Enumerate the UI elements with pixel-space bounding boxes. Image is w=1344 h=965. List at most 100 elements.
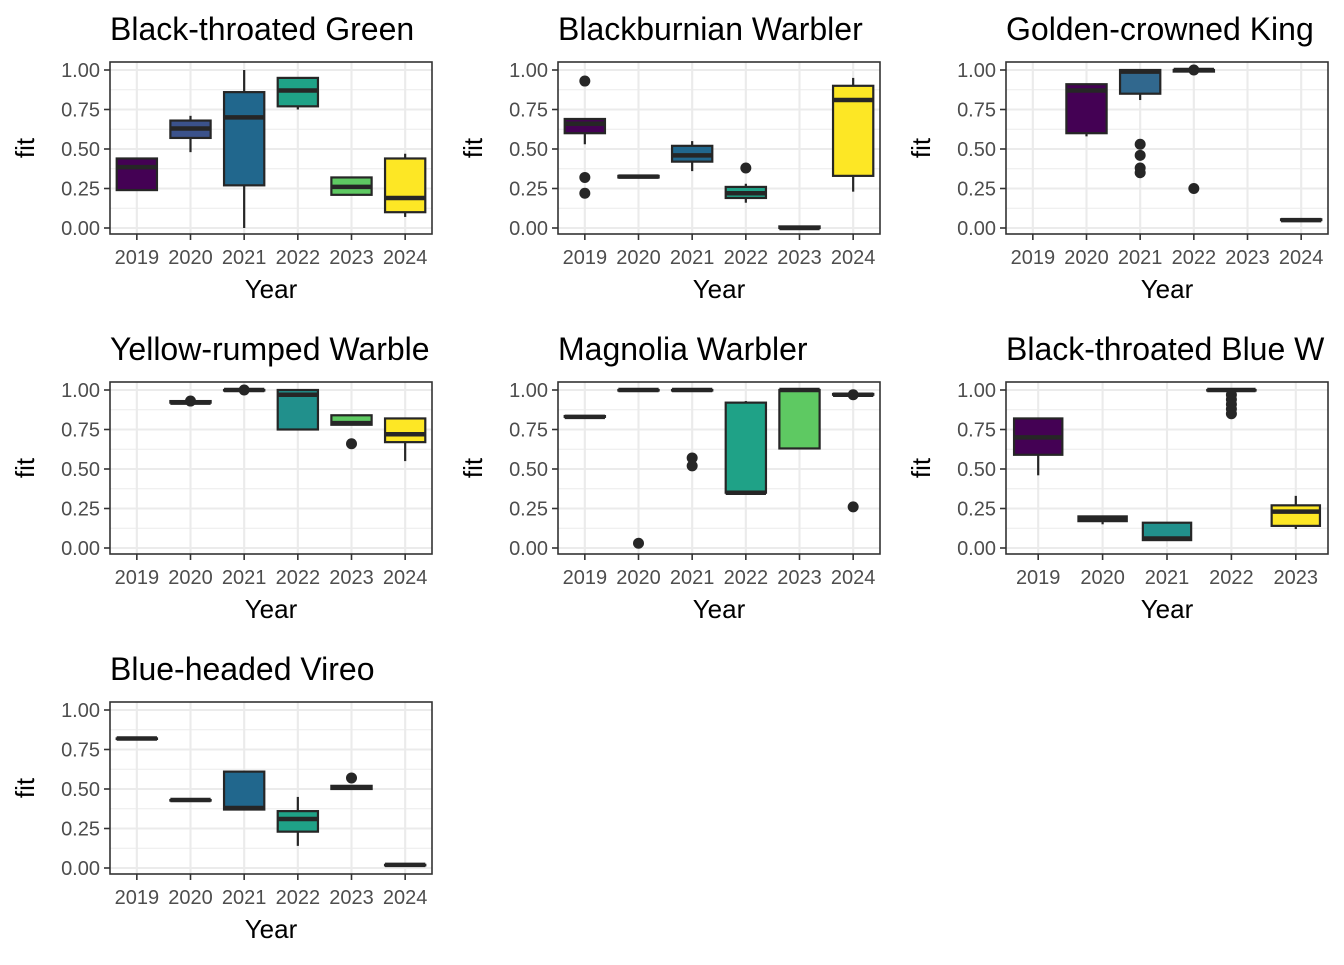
y-tick-label: 0.50	[509, 459, 548, 481]
box-2019	[115, 736, 159, 741]
y-tick-label: 0.50	[61, 779, 100, 801]
y-axis-title: fit	[10, 137, 40, 158]
x-tick-label: 2023	[329, 887, 374, 909]
y-tick-label: 0.75	[509, 100, 548, 122]
y-tick-label: 1.00	[61, 380, 100, 402]
box-2021	[1141, 521, 1193, 542]
y-tick-label: 0.00	[509, 218, 548, 240]
facet-panel-1: Blackburnian Warbler 0.00 0.25 0.50 0.75 1.00…	[458, 11, 881, 304]
box-2022	[1172, 64, 1216, 194]
box-2022	[276, 388, 320, 431]
y-tick-label: 0.00	[61, 538, 100, 560]
panel-border	[109, 381, 433, 555]
x-tick-label: 2021	[222, 887, 267, 909]
box-2023	[1270, 495, 1322, 530]
x-tick-label: 2019	[115, 567, 160, 589]
x-tick-label: 2020	[168, 247, 213, 269]
x-tick-label: 2019	[115, 887, 160, 909]
y-tick-label: 0.00	[61, 218, 100, 240]
x-tick-label: 2020	[168, 887, 213, 909]
facet-title: Magnolia Warbler	[558, 331, 808, 367]
y-tick-label: 0.50	[61, 459, 100, 481]
x-tick-label: 2020	[1080, 567, 1125, 589]
y-tick-label: 0.25	[957, 499, 996, 521]
x-tick-label: 2020	[616, 567, 661, 589]
x-tick-label: 2021	[1118, 247, 1163, 269]
panel-border	[109, 701, 433, 875]
outlier-point	[686, 452, 698, 464]
x-tick-label: 2023	[1274, 567, 1319, 589]
facet-panel-5: Black-throated Blue W 0.00 0.25 0.50 0.75 1.0…	[906, 331, 1329, 624]
y-tick-label: 0.50	[957, 139, 996, 161]
x-tick-label: 2023	[329, 247, 374, 269]
outlier-point	[847, 501, 859, 513]
x-tick-label: 2019	[563, 247, 608, 269]
facet-title: Yellow-rumped Warble	[110, 331, 430, 367]
x-tick-label: 2020	[168, 567, 213, 589]
box-2023	[778, 387, 821, 450]
y-tick-label: 1.00	[61, 60, 100, 82]
y-tick-label: 0.00	[957, 538, 996, 560]
box-2022	[276, 796, 320, 846]
y-axis-title: fit	[906, 137, 936, 158]
y-tick-label: 0.00	[61, 858, 100, 880]
x-tick-label: 2021	[1145, 567, 1190, 589]
box-2021	[670, 141, 714, 172]
box-2024	[831, 389, 875, 513]
box-2021	[222, 70, 266, 228]
x-tick-label: 2022	[276, 247, 321, 269]
x-tick-label: 2024	[383, 887, 428, 909]
facet-panel-0: Black-throated Green 0.00 0.25 0.50 0.75 1.00…	[10, 11, 433, 304]
outlier-point	[185, 395, 196, 407]
box-2020	[1077, 515, 1128, 525]
x-tick-label: 2024	[1279, 247, 1324, 269]
y-axis-title: fit	[458, 457, 488, 478]
outlier-point	[579, 171, 591, 183]
box-2023	[330, 772, 373, 791]
y-tick-label: 0.25	[509, 179, 548, 201]
outlier-point	[1225, 408, 1237, 420]
x-tick-label: 2022	[1172, 247, 1217, 269]
x-axis-title: Year	[1141, 594, 1194, 624]
box-2021	[222, 770, 266, 811]
y-tick-label: 0.75	[957, 100, 996, 122]
box-iqr	[222, 770, 266, 811]
y-tick-label: 0.75	[61, 740, 100, 762]
box-2020	[169, 115, 212, 153]
y-tick-label: 0.25	[957, 179, 996, 201]
facet-panel-2: Golden-crowned King 0.00 0.25 0.50 0.75 1.00 2…	[906, 11, 1329, 304]
box-2022	[724, 401, 768, 495]
outlier-point	[1134, 167, 1146, 179]
box-2020	[169, 797, 212, 803]
box-2020	[617, 174, 660, 179]
x-tick-label: 2022	[724, 567, 769, 589]
box-2019	[563, 75, 607, 199]
box-iqr	[724, 401, 768, 494]
y-axis-title: fit	[906, 457, 936, 478]
y-tick-label: 0.25	[61, 179, 100, 201]
box-iqr	[383, 157, 427, 214]
x-tick-label: 2024	[831, 567, 876, 589]
x-tick-label: 2023	[777, 567, 822, 589]
x-tick-label: 2023	[777, 247, 822, 269]
y-tick-label: 0.25	[61, 499, 100, 521]
box-2019	[563, 414, 607, 420]
box-iqr	[115, 157, 159, 192]
x-tick-label: 2024	[831, 247, 876, 269]
box-2020	[617, 387, 660, 549]
box-2020	[169, 395, 212, 407]
outlier-point	[740, 162, 752, 174]
panel-border	[557, 381, 881, 555]
y-tick-label: 0.75	[509, 420, 548, 442]
x-axis-title: Year	[245, 594, 298, 624]
x-axis-title: Year	[693, 274, 746, 304]
x-tick-label: 2022	[276, 567, 321, 589]
x-axis-title: Year	[245, 914, 298, 944]
x-axis-title: Year	[693, 594, 746, 624]
box-2024	[383, 862, 427, 868]
box-iqr	[383, 417, 427, 444]
y-tick-label: 1.00	[61, 700, 100, 722]
facet-panel-6: Blue-headed Vireo 0.00 0.25 0.50 0.75 1.00 201…	[10, 651, 433, 944]
x-tick-label: 2021	[670, 567, 715, 589]
box-iqr	[222, 91, 266, 187]
